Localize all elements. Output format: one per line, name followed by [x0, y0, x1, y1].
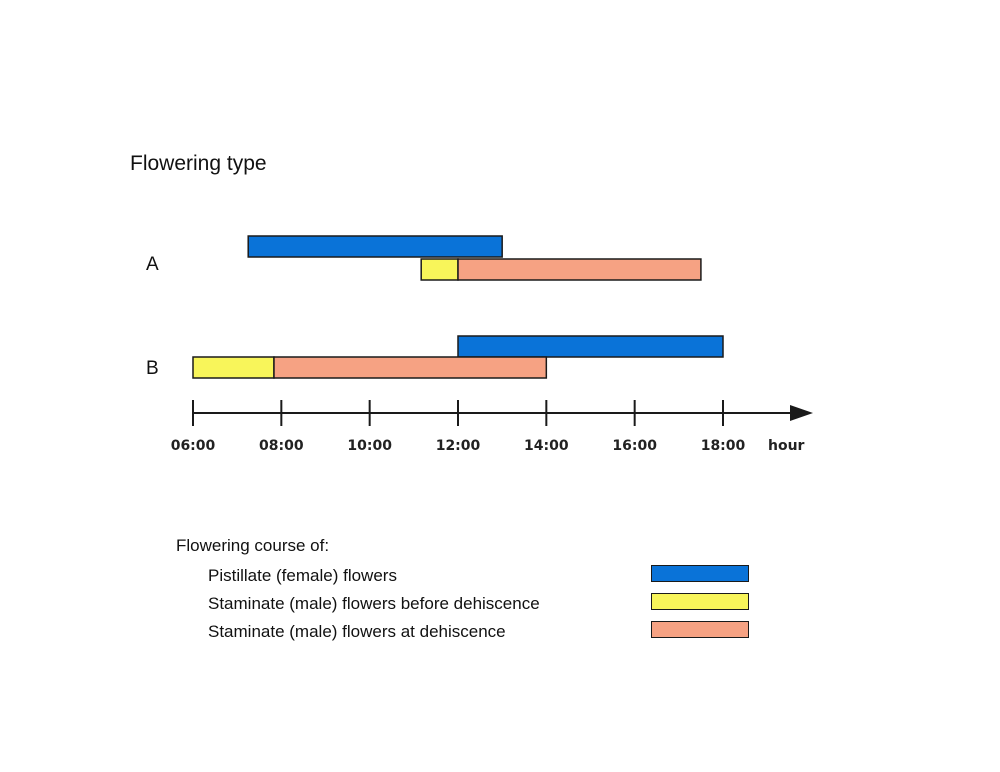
legend-label: Pistillate (female) flowers	[208, 566, 397, 585]
x-tick-label: 18:00	[701, 438, 746, 454]
bars-layer	[192, 235, 724, 379]
x-tick-label: 08:00	[259, 438, 304, 454]
x-unit-label: hour	[768, 438, 805, 454]
legend-item: Staminate (male) flowers before dehiscen…	[208, 592, 768, 618]
category-label: B	[146, 358, 159, 379]
x-tick-label: 14:00	[524, 438, 569, 454]
x-tick-label: 06:00	[171, 438, 216, 454]
category-labels: AB	[146, 254, 159, 379]
legend-swatch	[651, 593, 749, 610]
legend-label: Staminate (male) flowers at dehiscence	[208, 622, 506, 641]
legend-title: Flowering course of:	[176, 536, 330, 555]
bar-b-series-2	[273, 356, 548, 379]
legend-item: Pistillate (female) flowers	[208, 564, 768, 590]
x-tick-label: 10:00	[347, 438, 392, 454]
y-axis-title: Flowering type	[130, 152, 267, 175]
legend-swatch	[651, 565, 749, 582]
bar-a-series-1	[420, 258, 459, 281]
x-axis-arrow	[790, 405, 813, 421]
legend-label: Staminate (male) flowers before dehiscen…	[208, 594, 540, 613]
legend-item: Staminate (male) flowers at dehiscence	[208, 620, 768, 646]
bar-a-series-2	[457, 258, 702, 281]
category-label: A	[146, 254, 159, 275]
legend-swatch	[651, 621, 749, 638]
x-axis	[193, 405, 813, 421]
bar-a-series-0	[247, 235, 503, 258]
bar-b-series-0	[457, 335, 724, 358]
gantt-chart: 06:00 08:00 10:00 12:00 14:00 16:00 18:00 AB h…	[146, 235, 813, 454]
legend: Flowering course of: Pistillate (female)…	[176, 536, 749, 641]
x-ticks: 06:00 08:00 10:00 12:00 14:00 16:00 18:00	[171, 400, 746, 454]
x-tick-label: 12:00	[436, 438, 481, 454]
bar-b-series-1	[192, 356, 275, 379]
x-tick-label: 16:00	[612, 438, 657, 454]
